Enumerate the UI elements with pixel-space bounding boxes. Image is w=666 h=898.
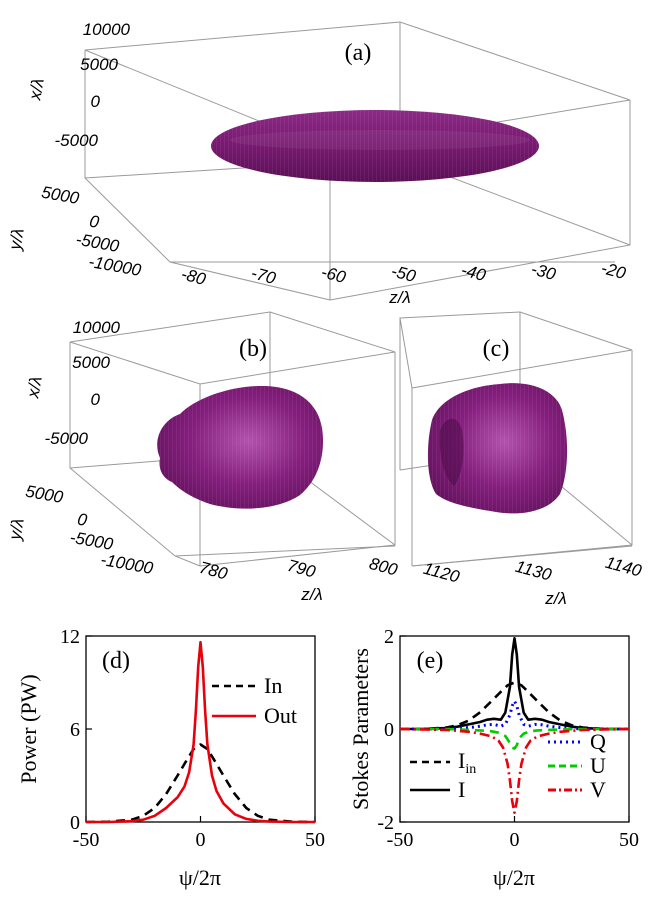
chart-e-series-i-in [400,681,629,731]
chart-e-y-tick-label: -2 [377,812,394,834]
chart-d-series-out [86,640,315,824]
panel-b-z-tick: 800 [367,554,400,580]
chart-d-legend-out: Out [264,703,297,728]
chart-d-x-tick-label: -50 [73,829,100,851]
panel-c-blob-texture [427,383,568,514]
chart-e-y-tick-label: 0 [384,719,394,741]
panel-b-x-tick: 10000 [73,318,121,337]
chart-d-y-tick-label: 6 [70,719,80,741]
panel-a-z-tick: -30 [529,259,558,284]
chart-e-series-q [400,699,629,731]
chart-e-ylabel: Stokes Parameters [348,648,373,810]
panel-b-blob-texture [157,386,324,509]
panel-a-x-tick: 10000 [83,20,131,39]
panel-c-box-top [399,311,633,389]
panel-a: (a) x/λ 10000 5000 0 -5000 y/λ 5000 0 -5… [5,20,631,307]
panel-b-z-axis-label: z/λ [300,585,323,604]
panel-c-z-tick: 1140 [603,553,644,581]
chart-e-legend-v: V [590,777,606,802]
panel-a-ellipsoid-texture [211,110,539,182]
panel-c-box-z-axis [411,545,633,567]
chart-d-ylabel: Power (PW) [16,674,41,783]
chart-d-series-in [85,743,316,824]
panel-b-z-tick: 780 [197,558,230,584]
chart-e-legend-u: U [590,753,606,778]
panel-c-label: (c) [483,336,510,362]
panel-b-x-axis-label: x/λ [23,375,46,401]
panel-b-x-tick: -5000 [45,429,89,448]
chart-e-x-tick-label: 50 [619,829,639,851]
panel-b-label: (b) [239,336,267,362]
chart-d-x-tick-label: 50 [305,829,325,851]
panel-c-blob-hole [439,418,464,486]
panel-b: (b) x/λ 10000 5000 0 -5000 y/λ 5000 0 -5… [5,311,400,604]
panel-a-box-bottom [84,177,331,301]
chart-d-legend-in: In [264,673,282,698]
panel-b-box-z-axis [174,545,396,557]
panel-a-x-tick: -5000 [55,131,99,150]
chart-d-y-tick-label: 12 [60,626,80,648]
panel-a-x-tick: 5000 [80,55,118,74]
chart-d-y-tick-label: 0 [70,812,80,834]
panel-a-ellipsoid-highlight [230,130,530,150]
panel-a-y-tick: -5000 [74,230,121,256]
panel-b-y-tick: 5000 [24,482,65,507]
chart-e-legend-i: I [458,777,465,802]
panel-a-x-tick: 0 [91,92,101,111]
chart-d-x-tick-label: 0 [196,829,206,851]
chart-d-xlabel: ψ/2π [179,865,221,890]
panel-a-z-tick: -50 [389,261,418,286]
panel-c-z-axis-label: z/λ [544,589,567,608]
panel-a-z-tick: -20 [599,258,628,283]
chart-e-legend-q: Q [590,729,606,754]
panel-a-z-tick: -60 [319,262,348,287]
panel-b-y-tick: -10000 [99,550,155,578]
chart-e-series-u [400,727,629,750]
panel-b-x-tick: 0 [91,390,101,409]
chart-e-series [399,636,630,815]
panel-a-z-axis-label: z/λ [388,288,411,307]
panel-b-y-tick: 0 [76,510,89,530]
chart-e-x-tick-label: -50 [387,829,414,851]
panel-a-y-tick: 0 [88,212,101,232]
chart-e-y-tick-label: 2 [384,626,394,648]
panel-a-y-axis-label: y/λ [5,227,28,253]
panel-a-z-tick: -70 [249,263,278,288]
chart-d-series [85,640,316,824]
panel-a-y-tick: 5000 [40,183,81,208]
panel-b-y-axis-label: y/λ [5,517,28,543]
panel-a-x-axis-label: x/λ [25,77,48,103]
panel-a-label: (a) [345,40,372,66]
panel-c-z-tick: 1120 [421,559,462,587]
panel-c: (c) 1120 1130 1140 z/λ [399,311,644,608]
chart-e-ticks: -50 0 50 -2 0 2 [377,626,639,851]
chart-e: -50 0 50 -2 0 2 (e) ψ/2π Stokes Parameters Ii… [348,626,639,890]
panel-a-y-tick: -10000 [87,252,143,280]
chart-e-legend: Iin I Q U V [410,729,606,802]
panel-a-z-tick: -80 [179,264,208,289]
chart-e-title: (e) [417,648,444,674]
chart-d-legend: In Out [212,673,297,728]
chart-e-series-i [400,636,629,731]
chart-e-xlabel: ψ/2π [493,865,535,890]
chart-e-series-v [399,727,630,815]
panel-a-z-tick: -40 [459,260,488,285]
chart-e-x-tick-label: 0 [510,829,520,851]
panel-b-x-tick: 5000 [72,353,110,372]
chart-e-legend-iin: Iin [458,748,476,777]
chart-d-title: (d) [102,648,130,674]
panel-b-z-tick: 790 [285,556,318,582]
panel-c-z-tick: 1130 [513,557,554,585]
